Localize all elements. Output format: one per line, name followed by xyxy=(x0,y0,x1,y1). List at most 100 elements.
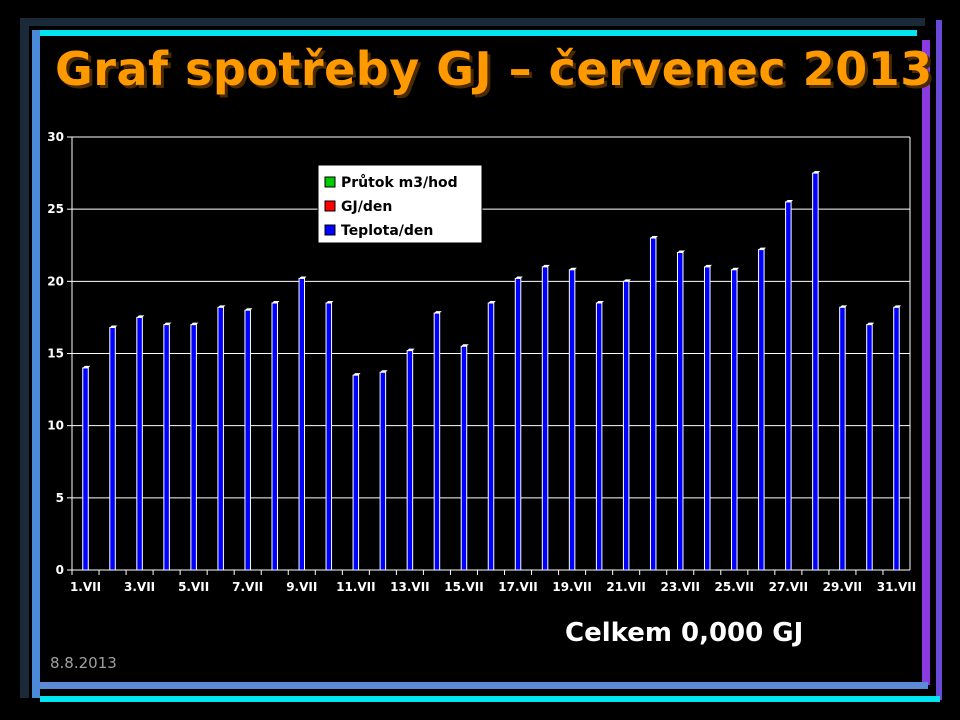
bar-top xyxy=(650,236,658,239)
slide-title: Graf spotřeby GJ – červenec 2013 xyxy=(55,42,933,96)
x-tick-label: 15.VII xyxy=(444,580,483,594)
bar xyxy=(893,306,900,571)
total-consumption: Celkem 0,000 GJ xyxy=(565,618,804,648)
bar xyxy=(812,172,819,571)
bar-top xyxy=(812,171,821,174)
bar xyxy=(568,269,576,571)
bar-top xyxy=(434,311,442,314)
bar xyxy=(866,324,873,571)
bar xyxy=(325,302,333,571)
bar xyxy=(244,309,251,571)
bar xyxy=(298,277,306,571)
bar xyxy=(704,266,711,571)
frame-bottom-cyan-line xyxy=(40,696,940,702)
bar xyxy=(595,302,603,571)
bar xyxy=(217,306,224,571)
chart-legend: Průtok m3/hod GJ/den Teplota/den xyxy=(317,164,483,244)
bar-top xyxy=(596,300,604,303)
bar xyxy=(487,302,495,571)
bar-top xyxy=(542,264,550,267)
y-tick-label: 0 xyxy=(56,563,64,577)
bar xyxy=(758,249,765,571)
slide-date: 8.8.2013 xyxy=(50,654,117,672)
bar-top xyxy=(82,365,91,368)
bar xyxy=(649,237,657,571)
bar-top xyxy=(758,247,767,250)
bar-top xyxy=(866,322,875,325)
frame-right-violet-line xyxy=(936,20,942,700)
bar-top xyxy=(839,305,848,308)
bar-top xyxy=(380,370,388,373)
legend-label: GJ/den xyxy=(341,199,392,215)
frame-top-dark-line xyxy=(20,18,925,26)
x-tick-label: 7.VII xyxy=(232,580,263,594)
bar-top xyxy=(731,267,740,270)
bar-top xyxy=(785,199,794,202)
bar xyxy=(352,374,360,571)
bar xyxy=(514,277,522,571)
legend-swatch xyxy=(324,224,336,236)
y-tick-label: 5 xyxy=(56,491,64,505)
bar-top xyxy=(109,325,118,328)
x-tick-label: 23.VII xyxy=(660,580,699,594)
plot-area: 0 5 10 15 20 25 30 1.VII 3.VII 5.VII 7.VII 9.VII 11.… xyxy=(47,130,916,594)
legend-label: Teplota/den xyxy=(341,223,433,239)
frame-left-dark-line xyxy=(20,18,29,698)
x-tick-label: 19.VII xyxy=(552,580,591,594)
bar xyxy=(136,316,143,571)
bar-top xyxy=(326,300,334,303)
bar-top xyxy=(244,308,253,311)
y-tick-label: 25 xyxy=(47,202,64,216)
x-tick-label: 29.VII xyxy=(823,580,862,594)
y-tick-label: 15 xyxy=(47,347,64,361)
bar-top xyxy=(623,279,631,282)
bar-top xyxy=(217,305,226,308)
x-tick-label: 11.VII xyxy=(336,580,375,594)
bar xyxy=(109,327,116,571)
bar-top xyxy=(136,315,145,318)
y-tick-label: 20 xyxy=(47,274,64,288)
bar xyxy=(541,266,549,571)
bar xyxy=(785,201,792,571)
frame-right-purple-line xyxy=(922,40,930,685)
bar xyxy=(190,324,197,571)
bar-top xyxy=(190,322,199,325)
frame-left-blue-line xyxy=(32,30,40,698)
bar-top xyxy=(271,300,280,303)
x-tick-label: 31.VII xyxy=(877,580,916,594)
legend-swatch xyxy=(324,200,336,212)
bar xyxy=(379,371,387,571)
bar-top xyxy=(515,276,523,279)
x-tick-label: 1.VII xyxy=(70,580,101,594)
bar-top xyxy=(461,344,469,347)
consumption-chart: 0 5 10 15 20 25 30 1.VII 3.VII 5.VII 7.VII 9.VII 11.… xyxy=(47,130,916,594)
bar-top xyxy=(704,264,713,267)
bar xyxy=(622,280,630,571)
x-tick-label: 21.VII xyxy=(606,580,645,594)
bar-top xyxy=(893,305,902,308)
legend-swatch xyxy=(324,176,336,188)
frame-top-cyan-line xyxy=(32,30,917,36)
bar xyxy=(839,306,846,571)
bar-top xyxy=(353,373,361,376)
bar xyxy=(271,302,278,571)
legend-box xyxy=(317,164,483,244)
bar-top xyxy=(569,267,577,270)
bar xyxy=(406,350,414,571)
y-tick-label: 10 xyxy=(47,419,64,433)
bar xyxy=(82,367,89,571)
x-tick-label: 3.VII xyxy=(124,580,155,594)
x-tick-label: 25.VII xyxy=(715,580,754,594)
bar xyxy=(731,269,738,571)
bar-top xyxy=(488,300,496,303)
x-tick-label: 13.VII xyxy=(390,580,429,594)
frame-bottom-blue-line xyxy=(40,682,928,689)
x-tick-label: 5.VII xyxy=(178,580,209,594)
x-tick-label: 9.VII xyxy=(286,580,317,594)
bar-top xyxy=(299,276,307,279)
bar-top xyxy=(163,322,172,325)
bar xyxy=(163,324,170,571)
bar xyxy=(433,312,441,571)
y-tick-label: 30 xyxy=(47,130,64,144)
bar-top xyxy=(407,348,415,351)
